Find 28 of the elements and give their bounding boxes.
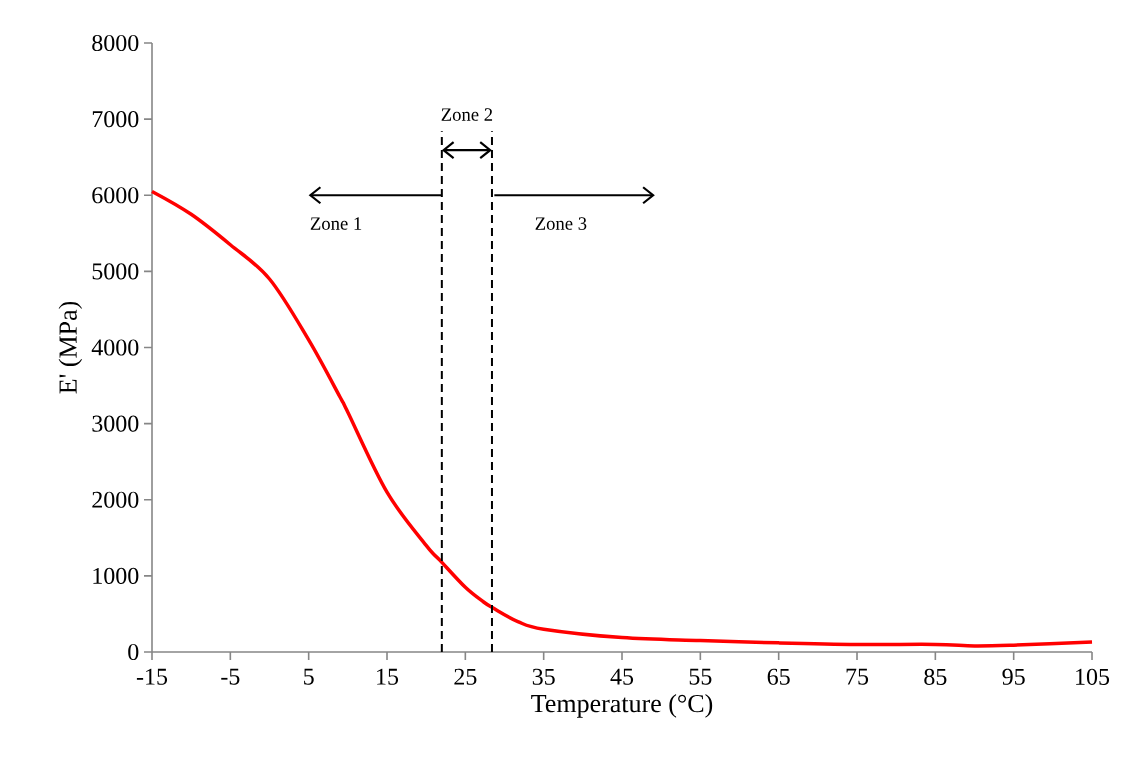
y-tick-label: 6000 — [92, 187, 139, 204]
x-tick-label: 65 — [767, 668, 790, 685]
y-tick-label: 5000 — [92, 263, 139, 280]
y-tick-label: 3000 — [92, 415, 139, 432]
x-tick-label: 105 — [1076, 668, 1110, 685]
x-tick-label: 85 — [924, 668, 947, 685]
annotation: Zone 3 — [535, 217, 587, 230]
x-tick-label: 75 — [846, 668, 869, 685]
y-tick-label: 4000 — [91, 339, 139, 356]
y-tick-label: 1000 — [93, 567, 139, 584]
x-tick-label: 35 — [532, 668, 555, 685]
y-axis-title: E' (MPa) — [58, 301, 83, 394]
x-tick-label: 15 — [377, 668, 399, 685]
x-tick-label: 25 — [454, 668, 477, 685]
annotation: Zone 2 — [441, 108, 493, 121]
x-tick-label: 95 — [1002, 668, 1025, 685]
annotation: Zone 1 — [310, 217, 362, 230]
y-tick-label: 8000 — [92, 34, 139, 52]
x-tick-label: -15 — [136, 668, 168, 685]
x-tick-label: -5 — [221, 668, 240, 685]
line-series — [150, 189, 1094, 648]
y-tick-label: 2000 — [92, 491, 139, 508]
x-axis-title: Temperature (°C) — [531, 694, 713, 718]
y-tick-label: 0 — [128, 643, 139, 661]
x-tick-label: 55 — [689, 668, 712, 685]
x-tick-label: 5 — [304, 668, 314, 685]
x-tick-label: 45 — [610, 668, 634, 685]
y-tick-label: 7000 — [92, 111, 139, 128]
